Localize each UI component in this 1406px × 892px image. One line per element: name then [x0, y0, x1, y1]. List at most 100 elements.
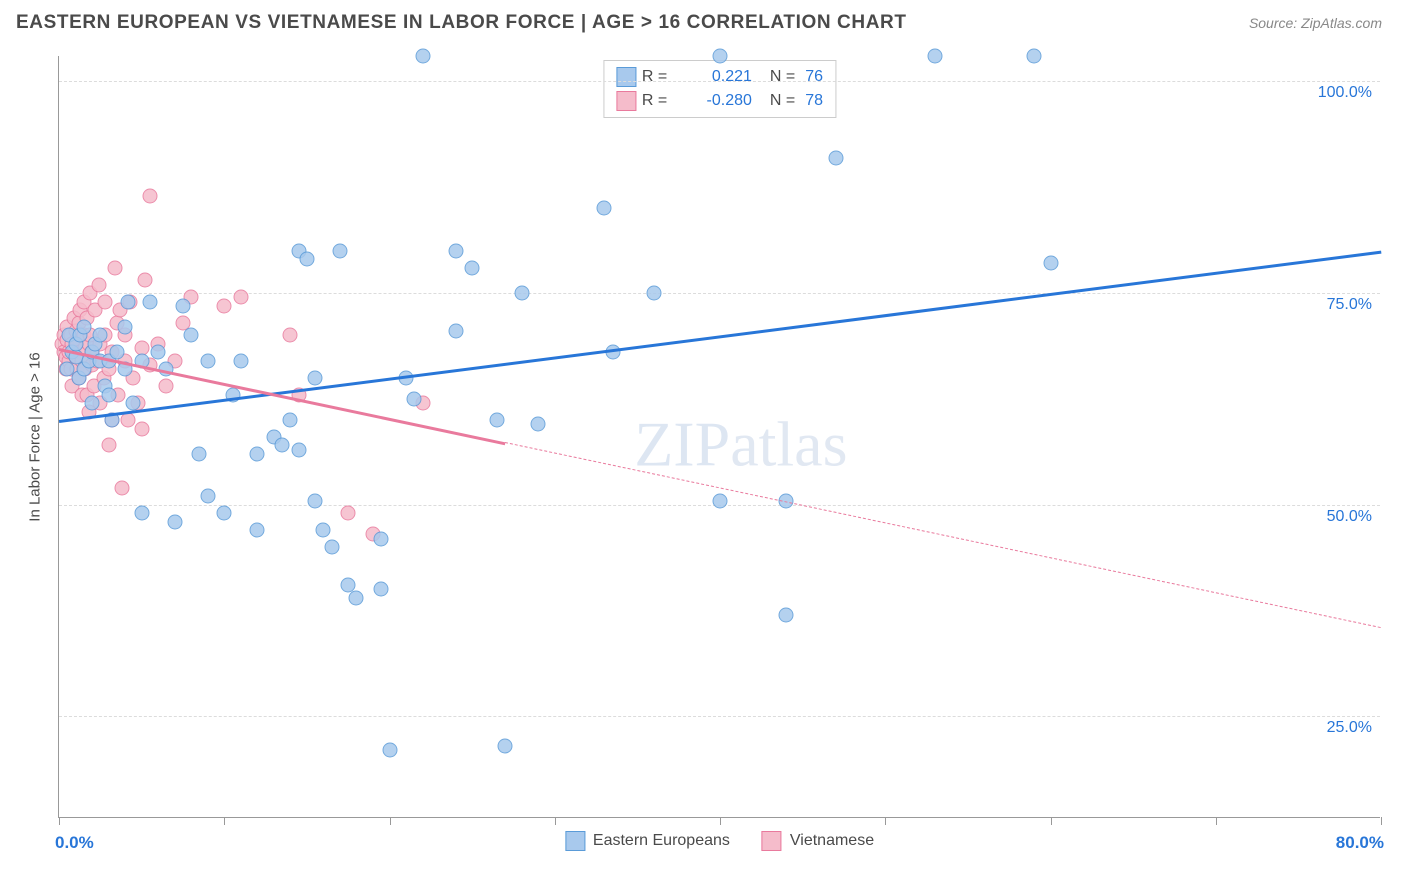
data-point [1043, 256, 1058, 271]
watermark-part2: atlas [730, 408, 847, 479]
y-tick-label: 75.0% [1327, 296, 1372, 314]
legend-n-value: 78 [805, 89, 823, 113]
legend-swatch [616, 91, 636, 111]
data-point [597, 201, 612, 216]
data-point [200, 489, 215, 504]
data-point [299, 252, 314, 267]
data-point [1026, 49, 1041, 64]
x-tick [720, 817, 721, 825]
data-point [489, 413, 504, 428]
data-point [498, 739, 513, 754]
data-point [233, 290, 248, 305]
data-point [250, 523, 265, 538]
legend-swatch [565, 831, 585, 851]
data-point [109, 345, 124, 360]
plot-area: In Labor Force | Age > 16 ZIPatlas R =0.… [58, 56, 1380, 818]
chart-source: Source: ZipAtlas.com [1249, 15, 1382, 31]
data-point [514, 286, 529, 301]
data-point [374, 531, 389, 546]
data-point [85, 396, 100, 411]
watermark: ZIPatlas [634, 407, 847, 481]
data-point [448, 243, 463, 258]
data-point [382, 743, 397, 758]
data-point [605, 345, 620, 360]
data-point [927, 49, 942, 64]
data-point [192, 446, 207, 461]
data-point [151, 345, 166, 360]
data-point [713, 493, 728, 508]
data-point [713, 49, 728, 64]
data-point [308, 493, 323, 508]
data-point [98, 294, 113, 309]
correlation-legend: R =0.221N =76R =-0.280N =78 [603, 60, 836, 118]
data-point [275, 438, 290, 453]
data-point [91, 277, 106, 292]
legend-n-value: 76 [805, 65, 823, 89]
gridline-h [59, 81, 1380, 82]
data-point [108, 260, 123, 275]
x-tick [1381, 817, 1382, 825]
series-legend: Eastern Europeans Vietnamese [565, 831, 874, 851]
trend-line [59, 251, 1381, 423]
legend-n-label: N = [770, 65, 795, 89]
data-point [465, 260, 480, 275]
data-point [291, 442, 306, 457]
data-point [142, 188, 157, 203]
x-tick [555, 817, 556, 825]
data-point [134, 506, 149, 521]
y-tick-label: 50.0% [1327, 508, 1372, 526]
x-tick [1216, 817, 1217, 825]
data-point [308, 370, 323, 385]
series-legend-item: Vietnamese [762, 831, 874, 851]
data-point [167, 514, 182, 529]
data-point [316, 523, 331, 538]
data-point [250, 446, 265, 461]
data-point [828, 150, 843, 165]
data-point [114, 480, 129, 495]
y-tick-label: 100.0% [1318, 84, 1372, 102]
gridline-h [59, 293, 1380, 294]
series-legend-label: Vietnamese [790, 832, 874, 850]
x-tick [390, 817, 391, 825]
data-point [233, 353, 248, 368]
data-point [448, 324, 463, 339]
series-legend-label: Eastern Europeans [593, 832, 730, 850]
data-point [415, 49, 430, 64]
data-point [283, 413, 298, 428]
legend-r-value: -0.280 [684, 89, 752, 113]
data-point [374, 582, 389, 597]
x-tick [224, 817, 225, 825]
correlation-legend-row: R =0.221N =76 [616, 65, 823, 89]
data-point [118, 319, 133, 334]
x-tick [1051, 817, 1052, 825]
data-point [184, 328, 199, 343]
data-point [324, 540, 339, 555]
legend-n-label: N = [770, 89, 795, 113]
x-axis-label-max: 80.0% [1336, 833, 1384, 853]
data-point [93, 328, 108, 343]
x-tick [885, 817, 886, 825]
legend-r-label: R = [642, 89, 678, 113]
chart-title: EASTERN EUROPEAN VS VIETNAMESE IN LABOR … [16, 12, 907, 34]
chart-container: EASTERN EUROPEAN VS VIETNAMESE IN LABOR … [0, 0, 1406, 892]
header: EASTERN EUROPEAN VS VIETNAMESE IN LABOR … [0, 0, 1406, 36]
data-point [407, 391, 422, 406]
data-point [159, 379, 174, 394]
data-point [121, 294, 136, 309]
trend-line [505, 442, 1381, 628]
data-point [646, 286, 661, 301]
y-axis-title: In Labor Force | Age > 16 [27, 352, 44, 521]
data-point [101, 438, 116, 453]
watermark-part1: ZIP [634, 408, 730, 479]
gridline-h [59, 716, 1380, 717]
y-tick-label: 25.0% [1327, 719, 1372, 737]
x-tick [59, 817, 60, 825]
data-point [134, 421, 149, 436]
data-point [332, 243, 347, 258]
series-legend-item: Eastern Europeans [565, 831, 730, 851]
data-point [531, 417, 546, 432]
legend-r-value: 0.221 [684, 65, 752, 89]
data-point [779, 607, 794, 622]
data-point [200, 353, 215, 368]
data-point [341, 506, 356, 521]
